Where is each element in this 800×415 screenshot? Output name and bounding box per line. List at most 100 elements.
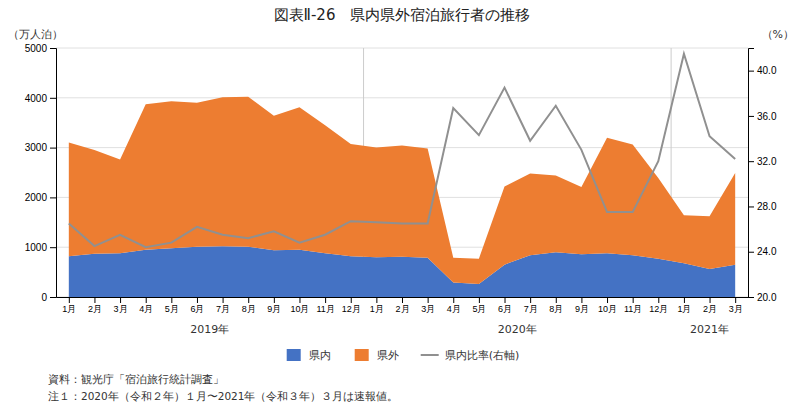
tick: 1月 xyxy=(370,297,384,314)
tick-label: 2000 xyxy=(25,192,48,203)
tick-mark xyxy=(248,297,249,303)
tick: 24.0 xyxy=(748,246,777,257)
legend-item: 県内 xyxy=(287,349,331,362)
tick-label: 1月 xyxy=(62,304,76,314)
tick-mark xyxy=(453,297,454,303)
tick-mark xyxy=(69,297,70,303)
year-labels: 2019年2020年2021年 xyxy=(190,323,729,336)
tick-mark xyxy=(146,297,147,303)
tick-mark xyxy=(50,247,56,248)
tick: 2月 xyxy=(395,297,409,314)
tick-label: 3月 xyxy=(421,304,435,314)
tick: 7月 xyxy=(524,297,538,314)
tick: 12月 xyxy=(342,297,361,314)
tick-mark xyxy=(556,297,557,303)
tick-mark xyxy=(50,148,56,149)
tick: 4月 xyxy=(447,297,461,314)
y2-axis-label: （%） xyxy=(762,28,794,41)
tick-label: 11月 xyxy=(624,304,642,314)
tick-label: 11月 xyxy=(316,304,334,314)
tick: 10月 xyxy=(290,297,309,314)
tick-label: 12月 xyxy=(649,304,668,314)
tick: 4000 xyxy=(25,93,56,104)
tick-label: 5月 xyxy=(165,304,179,314)
tick: 20.0 xyxy=(748,292,777,303)
tick-mark xyxy=(748,71,754,72)
tick-label: 12月 xyxy=(342,304,361,314)
tick: 9月 xyxy=(267,297,281,314)
note-text: 注１：2020年（令和２年）１月〜2021年（令和３年）３月は速報値。 xyxy=(48,390,398,402)
tick: 1000 xyxy=(25,242,56,253)
tick: 4月 xyxy=(139,297,153,314)
tick-label: 8月 xyxy=(549,304,563,314)
tick: 3月 xyxy=(421,297,435,314)
tick: 3000 xyxy=(25,142,56,153)
tick-mark xyxy=(633,297,634,303)
tick-mark xyxy=(748,116,754,117)
tick-label: 5000 xyxy=(25,43,48,54)
tick-label: 6月 xyxy=(498,304,512,314)
tick-mark xyxy=(197,297,198,303)
tick-mark xyxy=(223,297,224,303)
tick-label: 36.0 xyxy=(757,111,777,122)
legend-label: 県内 xyxy=(309,349,331,362)
marks xyxy=(69,54,735,297)
tick-mark xyxy=(748,206,754,207)
legend-swatch xyxy=(287,349,301,361)
tick-mark xyxy=(710,297,711,303)
grid-line xyxy=(56,97,748,98)
tick: 5月 xyxy=(472,297,486,314)
tick-label: 1000 xyxy=(25,242,48,253)
legend-swatch xyxy=(355,349,369,361)
tick-label: 3000 xyxy=(25,142,48,153)
axis-line xyxy=(50,49,57,298)
tick: 1月 xyxy=(62,297,76,314)
tick-label: 0 xyxy=(41,292,47,303)
tick-mark xyxy=(120,297,121,303)
tick: 6月 xyxy=(190,297,204,314)
tick-label: 1月 xyxy=(370,304,384,314)
tick-mark xyxy=(325,297,326,303)
grid-line xyxy=(56,48,748,49)
tick-label: 4月 xyxy=(447,304,461,314)
tick-label: 10月 xyxy=(290,304,309,314)
tick-mark xyxy=(402,297,403,303)
tick-label: 3月 xyxy=(729,304,743,314)
tick: 9月 xyxy=(575,297,589,314)
tick-mark xyxy=(50,197,56,198)
tick-mark xyxy=(50,297,56,298)
tick: 7月 xyxy=(216,297,230,314)
tick-label: 1月 xyxy=(677,304,691,314)
tick-label: 8月 xyxy=(242,304,256,314)
tick-mark xyxy=(351,297,352,303)
tick-label: 2月 xyxy=(88,304,102,314)
y-axis: 0 1000 2000 3000 4000 5000 xyxy=(25,43,57,303)
y2-axis: 20.024.028.032.036.040.0 xyxy=(748,49,777,303)
tick: 36.0 xyxy=(748,111,777,122)
tick: 11月 xyxy=(624,297,642,314)
legend: 県内 県外 県内比率(右軸) xyxy=(287,349,520,362)
tick: 11月 xyxy=(316,297,334,314)
tick-mark xyxy=(581,297,582,303)
x-axis: 1月 2月 3月 4月 5月 6月 7月 8月 9月 10月 11月 12月 1月 2月 3月 4月 5月 6月 7… xyxy=(57,297,749,314)
tick-mark xyxy=(748,161,754,162)
tick-mark xyxy=(299,297,300,303)
tick-mark xyxy=(748,252,754,253)
grid xyxy=(56,48,748,297)
tick-label: 7月 xyxy=(524,304,538,314)
legend-item: 県内比率(右軸) xyxy=(421,349,520,362)
source-text: 資料：観光庁「宿泊旅行統計調査」 xyxy=(48,373,224,385)
tick-mark xyxy=(505,297,506,303)
tick-label: 5月 xyxy=(472,304,486,314)
tick-mark xyxy=(274,297,275,303)
year-label: 2019年 xyxy=(190,323,229,336)
plot-area: 1月 2月 3月 4月 5月 6月 7月 8月 9月 10月 11月 12月 1月 2月 3月 4月 5月 6月 7… xyxy=(8,28,794,362)
tick: 40.0 xyxy=(748,65,777,76)
tick: 8月 xyxy=(549,297,563,314)
legend-swatch xyxy=(421,354,439,356)
tick-label: 3月 xyxy=(114,304,128,314)
title: 図表Ⅱ-26 県内県外宿泊旅行者の推移 xyxy=(274,6,531,24)
legend-item: 県外 xyxy=(355,349,399,362)
chart-svg: 1月 2月 3月 4月 5月 6月 7月 8月 9月 10月 11月 12月 1月 2月 3月 4月 5月 6月 7… xyxy=(0,0,800,415)
tick-label: 4月 xyxy=(139,304,153,314)
